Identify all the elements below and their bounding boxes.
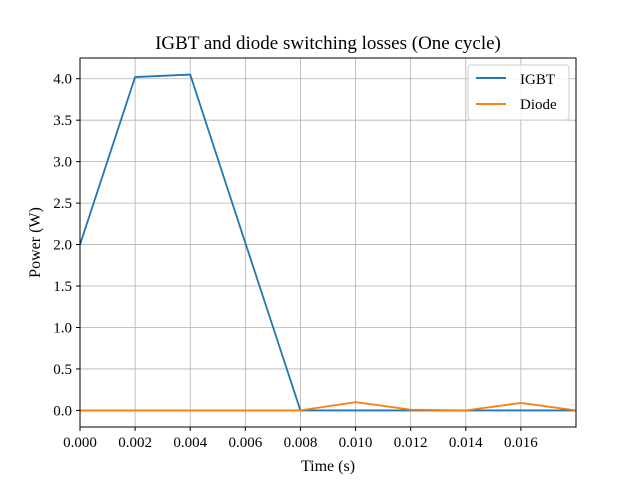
y-tick-label: 1.5 — [53, 279, 72, 295]
plot-series — [79, 73, 577, 412]
legend: IGBT Diode — [467, 64, 570, 121]
y-tick-label: 0.5 — [53, 362, 72, 378]
x-tick-label: 0.010 — [339, 435, 373, 451]
x-axis-label: Time (s) — [301, 458, 355, 475]
series-line-diode — [80, 401, 577, 412]
plot-frame — [79, 57, 577, 428]
y-tick-label: 2.5 — [53, 196, 72, 212]
x-tick-label: 0.002 — [118, 435, 152, 451]
grid-lines — [79, 58, 576, 427]
x-axis-ticks: 0.000 0.002 0.004 0.006 0.008 0.010 0.012 0.014… — [63, 427, 538, 451]
legend-label-diode: Diode — [520, 97, 557, 113]
y-tick-label: 3.5 — [53, 113, 72, 129]
y-axis-label: Power (W) — [27, 207, 44, 278]
x-tick-label: 0.012 — [394, 435, 428, 451]
y-tick-label: 2.0 — [53, 238, 72, 254]
y-tick-label: 4.0 — [53, 72, 72, 88]
x-tick-label: 0.016 — [504, 435, 538, 451]
y-tick-label: 0.0 — [53, 403, 72, 419]
legend-label-igbt: IGBT — [520, 72, 555, 88]
y-axis-ticks: 0.0 0.5 1.0 1.5 2.0 2.5 3.0 3.5 4.0 — [53, 72, 80, 419]
x-tick-label: 0.006 — [228, 435, 262, 451]
series-line-igbt — [79, 73, 576, 412]
x-tick-label: 0.004 — [173, 435, 207, 451]
chart-title: IGBT and diode switching losses (One cyc… — [155, 33, 501, 54]
x-tick-label: 0.000 — [63, 435, 97, 451]
x-tick-label: 0.014 — [449, 435, 483, 451]
x-tick-label: 0.008 — [284, 435, 318, 451]
y-tick-label: 3.0 — [53, 155, 72, 171]
y-tick-label: 1.0 — [53, 320, 72, 336]
